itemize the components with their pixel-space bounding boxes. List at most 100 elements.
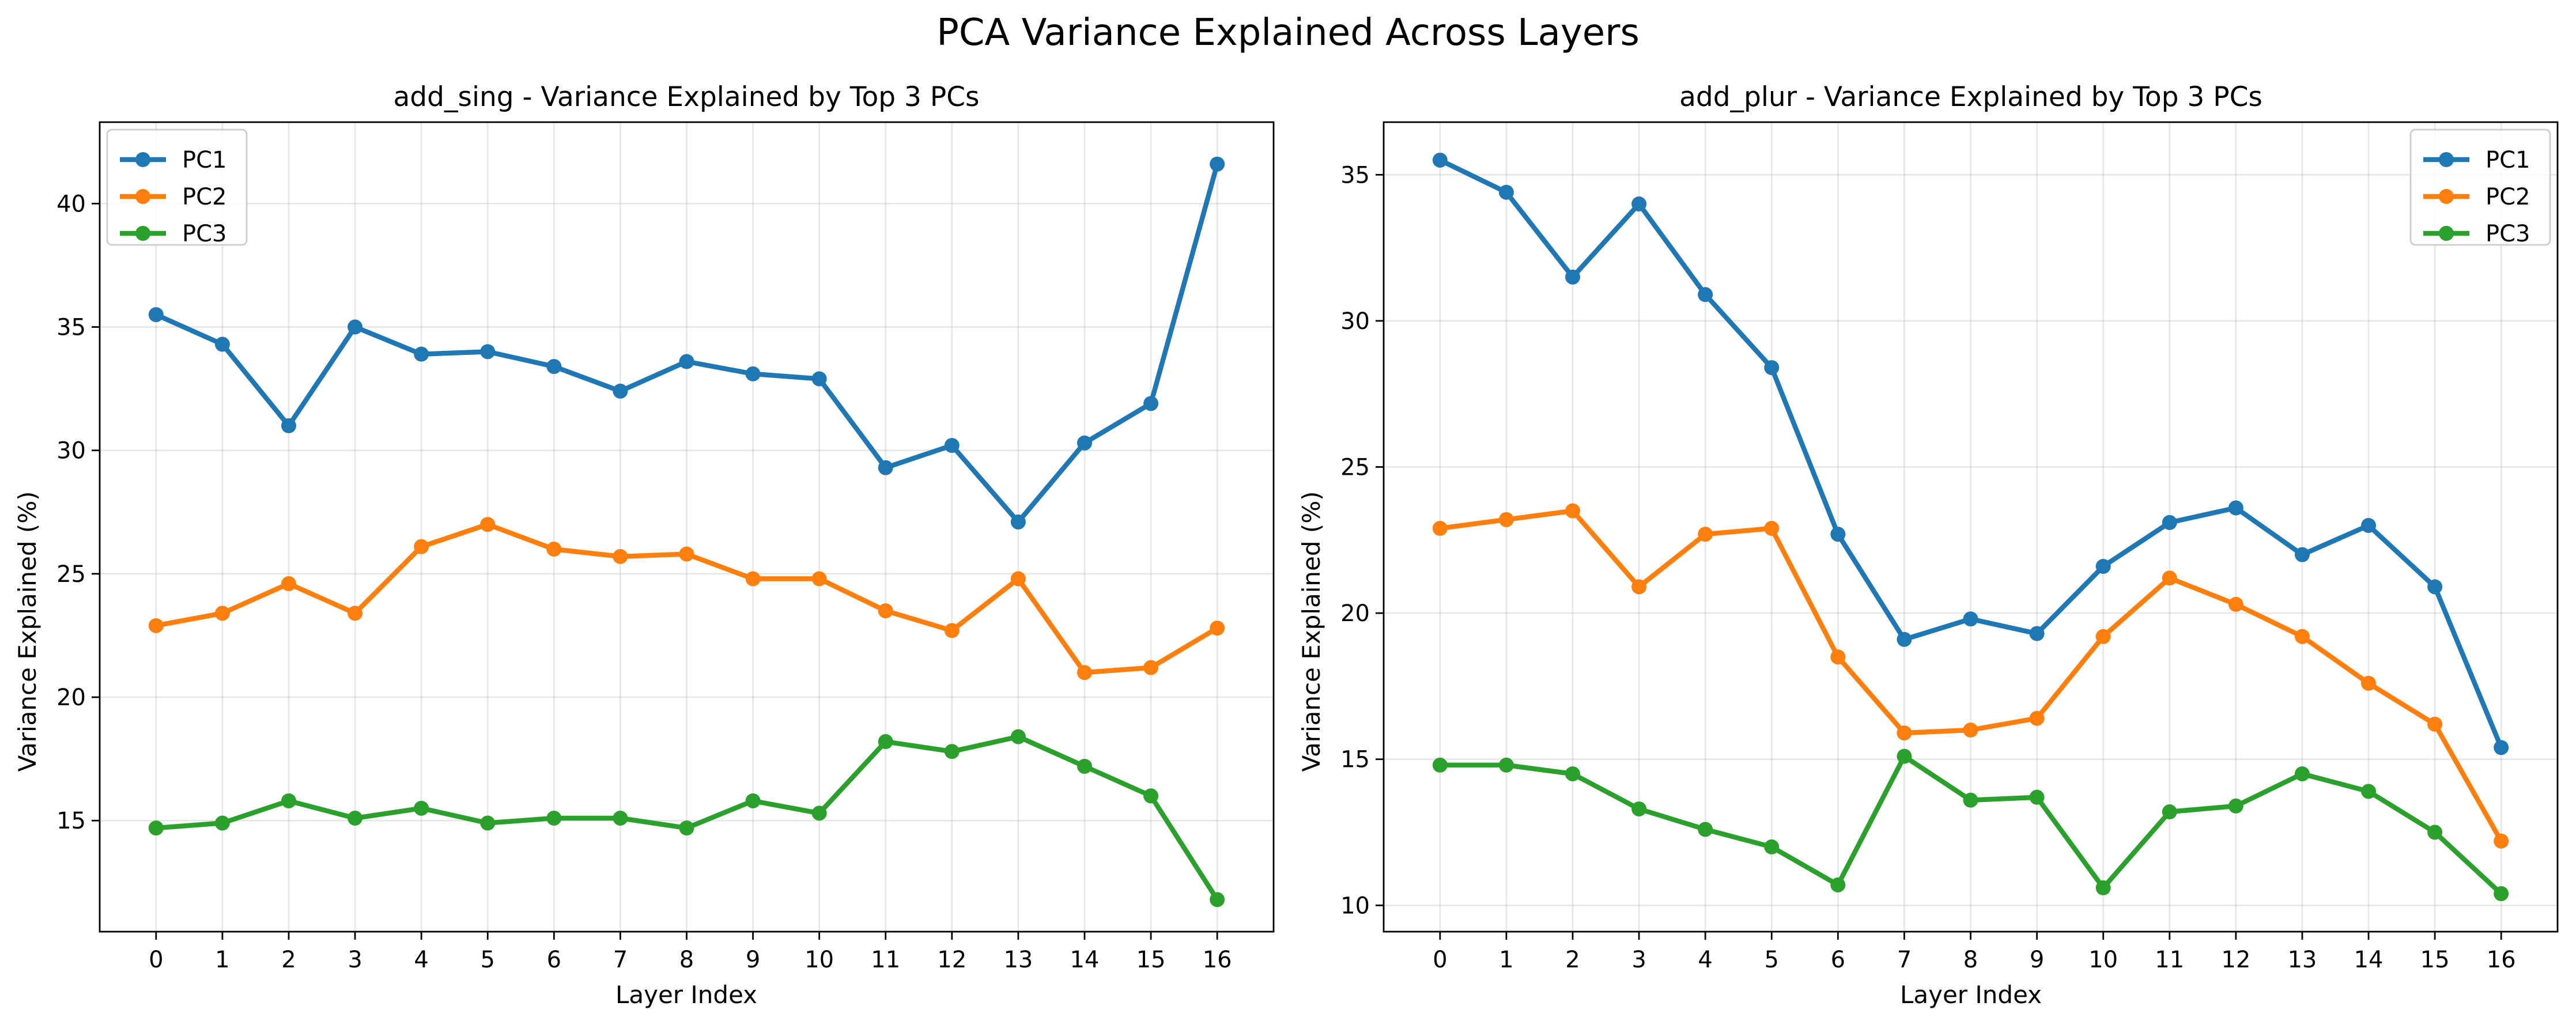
data-point-pc3 (2095, 880, 2111, 895)
x-tick-label: 13 (1003, 947, 1033, 973)
data-point-pc2 (2427, 716, 2443, 732)
data-point-pc2 (1631, 579, 1647, 595)
x-tick-label: 6 (1831, 947, 1845, 973)
data-point-pc2 (2095, 629, 2111, 644)
x-axis-label: Layer Index (615, 981, 757, 1009)
y-tick-label: 10 (1340, 892, 1370, 919)
x-tick-label: 12 (937, 947, 966, 973)
x-tick-label: 14 (1070, 947, 1100, 973)
data-point-pc1 (348, 319, 363, 335)
data-point-pc2 (2294, 629, 2310, 644)
x-tick-label: 12 (2221, 947, 2250, 973)
data-point-pc1 (811, 371, 827, 387)
data-point-pc2 (2494, 833, 2509, 849)
data-point-pc2 (2228, 596, 2243, 612)
x-tick-label: 9 (746, 947, 760, 973)
data-point-pc2 (281, 576, 296, 592)
data-point-pc1 (1698, 287, 1713, 302)
data-point-pc1 (745, 366, 761, 381)
data-point-pc2 (1830, 649, 1846, 665)
x-tick-label: 10 (804, 947, 834, 973)
x-tick-label: 14 (2354, 947, 2384, 973)
legend-item-pc3: PC3 (120, 221, 227, 247)
data-point-pc3 (546, 810, 562, 826)
data-point-pc3 (2228, 798, 2243, 814)
legend-item-pc1: PC1 (120, 147, 227, 173)
y-tick-label: 20 (56, 684, 86, 711)
data-point-pc2 (1498, 512, 1514, 527)
legend-marker (2439, 226, 2454, 241)
data-point-pc1 (1631, 196, 1647, 212)
x-tick-label: 8 (1963, 947, 1978, 973)
data-point-pc1 (2029, 626, 2045, 641)
data-point-pc1 (546, 359, 562, 375)
data-point-pc2 (1764, 521, 1780, 536)
data-point-pc3 (944, 744, 960, 759)
x-tick-label: 16 (2487, 947, 2516, 973)
y-tick-label: 25 (56, 561, 86, 588)
data-point-pc3 (811, 805, 827, 821)
data-point-pc3 (1565, 766, 1580, 782)
legend-label: PC2 (182, 184, 227, 210)
x-tick-label: 11 (2155, 947, 2184, 973)
x-tick-label: 0 (149, 947, 163, 973)
x-tick-label: 9 (2030, 947, 2044, 973)
data-point-pc1 (1764, 360, 1780, 376)
x-tick-label: 16 (1203, 947, 1232, 973)
data-point-pc3 (2162, 804, 2177, 820)
y-tick-label: 40 (56, 191, 86, 217)
y-tick-label: 30 (1340, 308, 1370, 335)
y-axis-label: Variance Explained (%) (1297, 491, 1325, 771)
data-point-pc3 (2494, 886, 2509, 902)
legend-marker (2439, 152, 2454, 167)
y-tick-label: 20 (1340, 600, 1370, 627)
x-tick-label: 13 (2287, 947, 2317, 973)
data-point-pc3 (613, 810, 628, 826)
chart-title: add_sing - Variance Explained by Top 3 P… (393, 81, 979, 113)
data-point-pc3 (1498, 757, 1514, 773)
data-point-pc2 (546, 542, 562, 557)
data-point-pc3 (2029, 789, 2045, 805)
data-point-pc1 (2294, 547, 2310, 562)
data-point-pc3 (1631, 801, 1647, 816)
data-point-pc1 (1210, 156, 1225, 172)
legend: PC1 PC2 PC3 (106, 128, 248, 247)
y-axis-label: Variance Explained (%) (13, 491, 41, 771)
data-point-pc3 (148, 820, 164, 836)
data-point-pc3 (1077, 759, 1093, 774)
data-point-pc1 (1963, 611, 1978, 627)
data-point-pc1 (1830, 527, 1846, 542)
x-tick-label: 0 (1433, 947, 1447, 973)
data-point-pc2 (745, 571, 761, 587)
x-tick-label: 6 (547, 947, 561, 973)
x-tick-label: 2 (1565, 947, 1580, 973)
data-point-pc2 (1077, 665, 1093, 680)
data-point-pc1 (2427, 579, 2443, 595)
legend: PC1 PC2 PC3 (2409, 128, 2551, 247)
x-tick-label: 7 (613, 947, 628, 973)
chart-title: add_plur - Variance Explained by Top 3 P… (1679, 81, 2263, 113)
data-point-pc3 (878, 734, 893, 750)
data-point-pc2 (2162, 570, 2177, 586)
data-point-pc2 (1010, 571, 1026, 587)
legend-marker (135, 152, 150, 167)
data-point-pc2 (2361, 675, 2377, 691)
legend-label: PC3 (2486, 221, 2530, 247)
data-point-pc3 (1143, 788, 1159, 804)
figure-title: PCA Variance Explained Across Layers (936, 12, 1640, 54)
data-point-pc1 (1897, 631, 1912, 647)
data-point-pc1 (2228, 500, 2243, 516)
data-point-pc2 (1432, 521, 1448, 536)
data-point-pc2 (1963, 723, 1978, 738)
legend-label: PC1 (182, 147, 227, 173)
data-point-pc3 (1010, 729, 1026, 744)
data-point-pc2 (1143, 660, 1159, 675)
chart-add-sing: add_sing - Variance Explained by Top 3 P… (13, 81, 1275, 1009)
data-point-pc3 (281, 793, 296, 808)
legend-item-pc2: PC2 (120, 184, 227, 210)
data-point-pc3 (1897, 748, 1912, 764)
y-tick-label: 15 (1340, 747, 1370, 773)
y-tick-label: 35 (1340, 162, 1370, 188)
